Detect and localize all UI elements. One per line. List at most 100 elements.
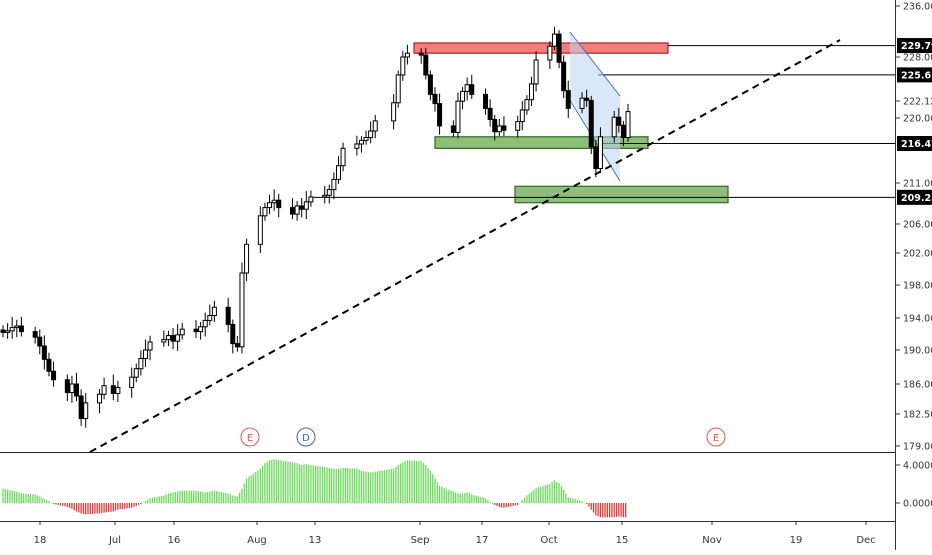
candle-up: [547, 45, 553, 61]
candle-down: [487, 107, 493, 120]
time-tick-label: Sep: [411, 535, 430, 546]
candle-down: [290, 207, 296, 215]
candle-up: [129, 376, 135, 388]
price-axis[interactable]: 236.00 228.00 222.12 220.00 211.00 206.00 202.…: [896, 2, 932, 453]
candle-up: [368, 130, 374, 138]
level-label: 209.25: [901, 193, 932, 204]
event-marker-circle: [706, 427, 726, 447]
candle-up: [358, 139, 364, 145]
support-zone-upper: [434, 136, 649, 149]
candle-up: [161, 339, 167, 343]
time-tick-label: 13: [309, 535, 322, 546]
candle-up: [308, 196, 314, 203]
candle-up: [611, 116, 617, 138]
candle-up: [83, 402, 89, 420]
candle-up: [244, 243, 250, 274]
candle-up: [395, 74, 401, 104]
candle-up: [460, 90, 466, 102]
candle-up: [404, 52, 410, 58]
time-tick-label: 15: [616, 535, 629, 546]
candle-up: [625, 111, 631, 139]
price-tick-label: 202.00: [903, 249, 932, 260]
falling-channel: [567, 31, 621, 182]
candle-down: [469, 84, 475, 95]
level-label-bg: [897, 38, 932, 54]
candle-up: [262, 207, 268, 217]
candle-down: [193, 328, 199, 333]
candle-down: [51, 370, 57, 381]
candle-up: [372, 120, 378, 132]
price-tick-label: 220.00: [903, 114, 932, 125]
candle-up: [294, 205, 300, 215]
candle-up: [202, 319, 208, 328]
candle-down: [423, 54, 429, 76]
event-marker-circle: [296, 427, 316, 447]
candle-up: [5, 330, 11, 333]
candle-up: [175, 334, 181, 342]
candle-down: [593, 146, 599, 170]
candle-up: [579, 97, 585, 109]
candle-up: [115, 386, 121, 394]
price-tick-label: 228.00: [903, 53, 932, 64]
time-tick-label: Aug: [247, 535, 267, 546]
channel-upper-line: [569, 31, 621, 97]
candle-up: [133, 368, 139, 378]
price-tick-label: 182.50: [903, 410, 932, 421]
candle-up: [524, 99, 530, 111]
candle-down: [170, 335, 176, 342]
candle-up: [101, 385, 107, 395]
price-tick-label: 236.00: [903, 2, 932, 13]
level-label-bg: [897, 189, 932, 205]
price-tick-label: 190.00: [903, 346, 932, 357]
candle-down: [450, 125, 456, 133]
dashed-trendline: [89, 39, 841, 453]
candle-down: [561, 61, 567, 92]
candle-down: [0, 329, 6, 333]
candle-up: [464, 84, 470, 92]
candle-down: [299, 205, 305, 210]
channel-fill: [570, 32, 620, 181]
price-tick-label: 206.00: [903, 220, 932, 231]
candle-down: [432, 93, 438, 105]
level-lines-layer: [310, 45, 896, 198]
candle-down: [565, 90, 571, 109]
level-label-bg: [897, 135, 932, 151]
time-tick-label: 19: [790, 535, 803, 546]
candle-down: [46, 358, 52, 372]
candle-up: [515, 121, 521, 131]
candle-down: [418, 52, 424, 56]
level-label-bg: [897, 67, 932, 83]
candle-up: [165, 335, 171, 341]
candle-up: [267, 202, 273, 209]
level-label: 216.47: [901, 139, 932, 150]
candle-down: [588, 99, 594, 148]
candle-down: [483, 93, 489, 109]
candle-down: [437, 103, 443, 127]
candle-up: [198, 326, 204, 333]
candle-up: [303, 201, 309, 210]
candle-up: [455, 100, 461, 133]
time-axis[interactable]: 18 Jul 16 Aug 13 Sep 17 Oct 15 Nov 19 Dec: [34, 521, 876, 546]
candle-up: [257, 215, 263, 245]
candle-up: [519, 109, 525, 123]
candle-up: [9, 327, 15, 332]
candle-up: [533, 59, 539, 85]
candle-down: [427, 74, 433, 95]
candle-down: [78, 395, 84, 420]
candle-up: [496, 125, 502, 133]
candle-up: [331, 178, 337, 191]
candle-down: [32, 331, 38, 338]
candle-down: [64, 379, 70, 394]
candle-down: [492, 118, 498, 133]
channel-lower-line: [567, 96, 621, 182]
candle-up: [239, 272, 245, 348]
candle-up: [391, 102, 397, 122]
candle-up: [335, 165, 341, 180]
candle-up: [147, 341, 153, 351]
candle-up: [354, 143, 360, 149]
